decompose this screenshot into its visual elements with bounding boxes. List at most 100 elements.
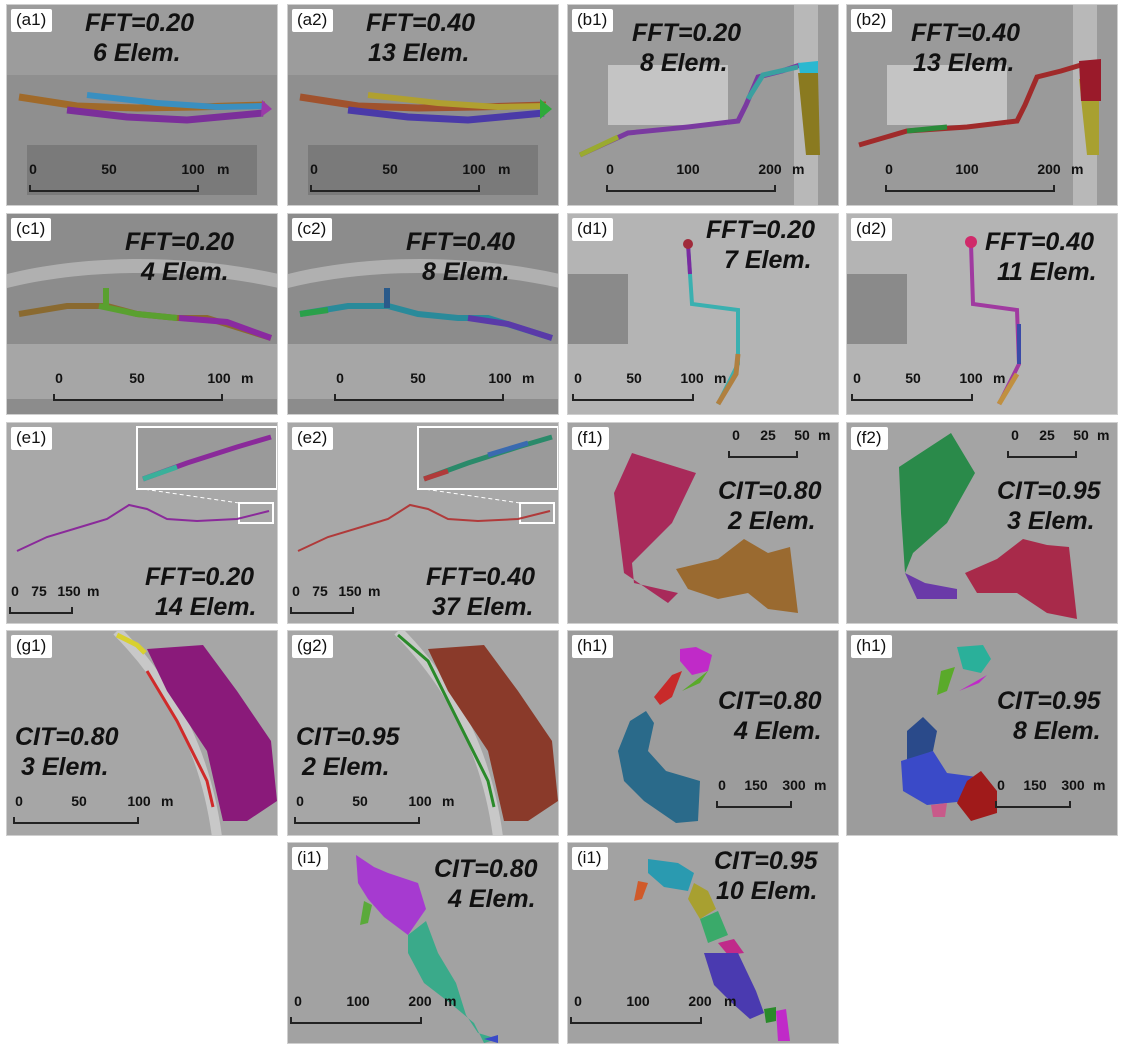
segment-path	[367, 92, 547, 111]
threshold-label: FFT=0.40	[366, 9, 476, 37]
region-shape	[648, 859, 694, 891]
aerial-map-image	[288, 631, 558, 835]
aerial-map-image	[7, 5, 277, 205]
scale-bar: 0 25 50 m	[1007, 427, 1117, 467]
scale-tick-label: 0	[292, 583, 300, 599]
scale-tick-label: 0	[310, 161, 318, 177]
region-shape	[776, 1009, 790, 1041]
region-shape	[931, 803, 947, 817]
scale-tick-label: 200	[688, 993, 712, 1009]
scale-tick-label: 150	[57, 583, 81, 599]
panel-label: (a2)	[292, 9, 334, 32]
scale-bar: 0 50 100 m	[310, 161, 540, 201]
element-count: 4 Elem.	[734, 717, 822, 745]
region-shape	[899, 433, 975, 573]
panel-label: (c1)	[11, 218, 52, 241]
scale-bar: 0 50 100 m	[13, 793, 213, 833]
region-shape	[764, 1007, 776, 1023]
segment-path	[66, 106, 264, 124]
panel-label: (f1)	[572, 427, 609, 450]
region-shape	[704, 953, 764, 1019]
panel-label: (b2)	[851, 9, 893, 32]
scale-tick-label: 50	[71, 793, 87, 809]
scale-unit: m	[818, 427, 831, 443]
panel-a1: (a1) FFT=0.20 6 Elem. 0 50 100 m	[6, 4, 278, 206]
scale-tick-label: 0	[296, 793, 304, 809]
element-count: 37 Elem.	[432, 593, 534, 621]
scale-tick-label: 100	[626, 993, 650, 1009]
panel-label: (e1)	[11, 427, 53, 450]
scale-tick-label: 100	[181, 161, 205, 177]
region-shape	[965, 539, 1077, 619]
region-shape	[700, 911, 728, 943]
scale-tick-label: 200	[758, 161, 782, 177]
element-count: 13 Elem.	[913, 49, 1015, 77]
scale-bar: 0 100 200 m	[885, 161, 1115, 201]
threshold-label: FFT=0.20	[145, 563, 255, 591]
threshold-label: FFT=0.20	[632, 19, 742, 47]
scale-unit: m	[1093, 777, 1106, 793]
panel-b2: (b2) FFT=0.40 13 Elem. 0 100 200 m	[846, 4, 1118, 206]
segment-path	[397, 633, 496, 808]
region-shape	[676, 539, 798, 613]
aerial-map-image	[847, 631, 1117, 835]
segment-path	[487, 440, 529, 458]
panel-label: (i1)	[292, 847, 328, 870]
aerial-map-image	[568, 5, 838, 205]
scale-tick-label: 0	[1011, 427, 1019, 443]
element-count: 4 Elem.	[141, 258, 229, 286]
panel-f2: (f2) CIT=0.95 3 Elem. 0 25 50 m	[846, 422, 1118, 624]
segment-path	[347, 106, 545, 124]
scale-tick-label: 75	[31, 583, 47, 599]
scale-tick-label: 25	[760, 427, 776, 443]
threshold-label: CIT=0.80	[718, 687, 822, 715]
panel-label: (e2)	[292, 427, 334, 450]
panel-b1: (b1) FFT=0.20 8 Elem. 0 100 200 m	[567, 4, 839, 206]
segment-path	[745, 64, 799, 101]
element-count: 13 Elem.	[368, 39, 470, 67]
scale-tick-label: 50	[1073, 427, 1089, 443]
scale-tick-label: 50	[352, 793, 368, 809]
scale-unit: m	[498, 161, 511, 177]
segment-path	[115, 632, 147, 655]
threshold-label: CIT=0.95	[997, 687, 1101, 715]
scale-unit: m	[714, 370, 727, 386]
aerial-map-image	[847, 5, 1117, 205]
scale-bar: 0 50 100 m	[294, 793, 494, 833]
segment-path	[996, 372, 1020, 406]
panel-c1: (c1) FFT=0.20 4 Elem. 0 50 100 m	[6, 213, 278, 415]
scale-bar: 0 50 100 m	[29, 161, 259, 201]
region-shape	[484, 1035, 498, 1043]
scale-tick-label: 200	[1037, 161, 1061, 177]
scale-tick-label: 50	[626, 370, 642, 386]
region-shape	[901, 751, 977, 805]
element-count: 6 Elem.	[93, 39, 181, 67]
region-shape	[408, 921, 498, 1043]
region-shape	[682, 671, 708, 691]
scale-tick-label: 50	[101, 161, 117, 177]
scale-tick-label: 200	[408, 993, 432, 1009]
aerial-map-image	[568, 631, 838, 835]
scale-bar: 0 100 200 m	[606, 161, 836, 201]
threshold-label: FFT=0.20	[125, 228, 235, 256]
panel-label: (a1)	[11, 9, 53, 32]
element-count: 14 Elem.	[155, 593, 257, 621]
scale-tick-label: 0	[574, 993, 582, 1009]
scale-unit: m	[368, 583, 381, 599]
scale-bar: 0 100 200 m	[570, 993, 770, 1033]
scale-unit: m	[442, 793, 455, 809]
aerial-map-image	[288, 214, 558, 414]
scale-tick-label: 300	[1061, 777, 1085, 793]
scale-bar: 0 50 100 m	[572, 370, 802, 410]
panel-h1-a: (h1) CIT=0.80 4 Elem. 0 150 300 m	[567, 630, 839, 836]
region-shape	[654, 671, 682, 705]
aerial-map-image	[847, 214, 1117, 414]
scale-tick-label: 100	[488, 370, 512, 386]
element-count: 11 Elem.	[997, 258, 1097, 286]
scale-tick-label: 0	[336, 370, 344, 386]
scale-unit: m	[724, 993, 737, 1009]
scale-tick-label: 50	[410, 370, 426, 386]
region-shape	[360, 901, 372, 925]
element-count: 8 Elem.	[422, 258, 510, 286]
panel-d2: (d2) FFT=0.40 11 Elem. 0 50 100 m	[846, 213, 1118, 415]
